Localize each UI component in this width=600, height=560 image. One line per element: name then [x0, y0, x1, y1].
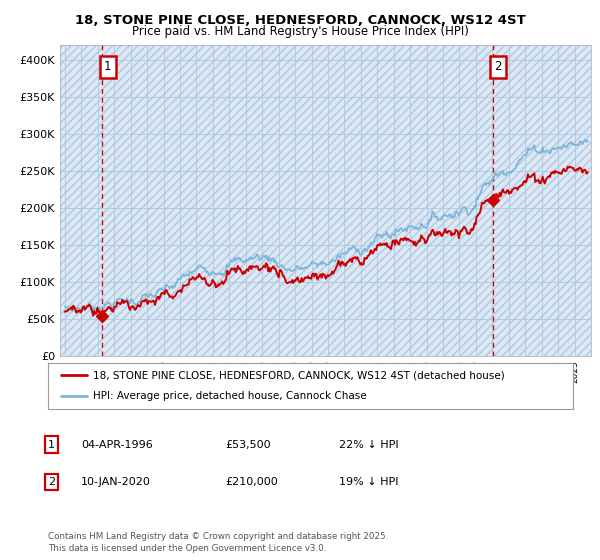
Text: Price paid vs. HM Land Registry's House Price Index (HPI): Price paid vs. HM Land Registry's House …: [131, 25, 469, 38]
Text: Contains HM Land Registry data © Crown copyright and database right 2025.
This d: Contains HM Land Registry data © Crown c…: [48, 533, 388, 553]
Text: 2: 2: [48, 477, 55, 487]
Text: £53,500: £53,500: [225, 440, 271, 450]
Text: 10-JAN-2020: 10-JAN-2020: [81, 477, 151, 487]
Text: 18, STONE PINE CLOSE, HEDNESFORD, CANNOCK, WS12 4ST: 18, STONE PINE CLOSE, HEDNESFORD, CANNOC…: [74, 14, 526, 27]
Text: 2: 2: [494, 60, 502, 73]
Text: 18, STONE PINE CLOSE, HEDNESFORD, CANNOCK, WS12 4ST (detached house): 18, STONE PINE CLOSE, HEDNESFORD, CANNOC…: [92, 370, 505, 380]
Text: 1: 1: [48, 440, 55, 450]
Text: 04-APR-1996: 04-APR-1996: [81, 440, 153, 450]
Text: 19% ↓ HPI: 19% ↓ HPI: [339, 477, 398, 487]
Text: £210,000: £210,000: [225, 477, 278, 487]
Text: 22% ↓ HPI: 22% ↓ HPI: [339, 440, 398, 450]
Text: 1: 1: [104, 60, 112, 73]
Text: HPI: Average price, detached house, Cannock Chase: HPI: Average price, detached house, Cann…: [92, 391, 366, 402]
